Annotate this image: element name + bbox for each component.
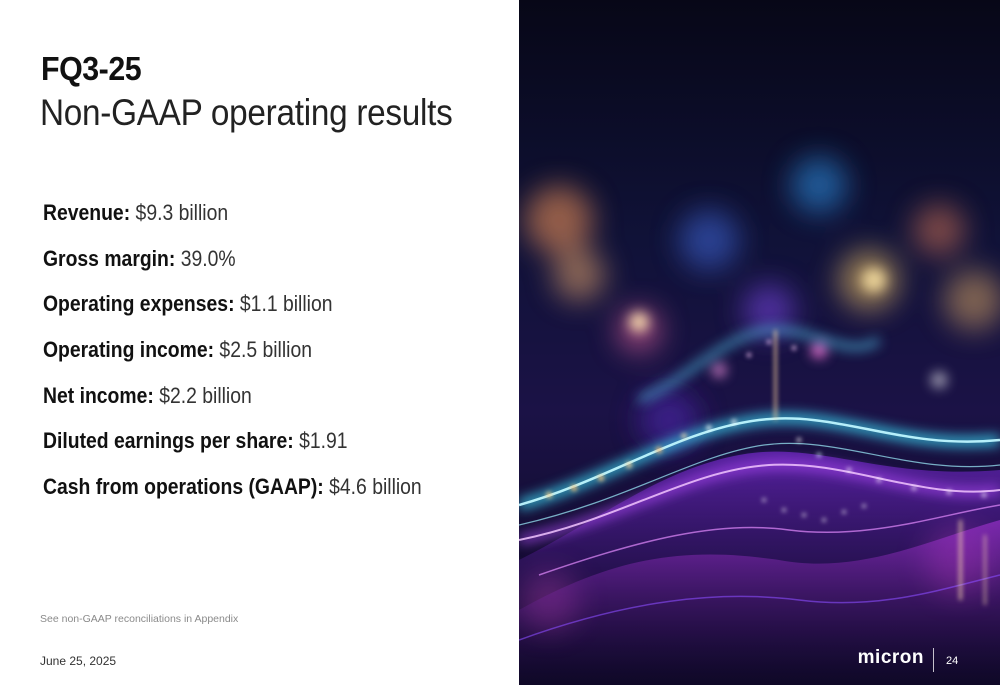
metric-revenue: Revenue: $9.3 billion: [43, 200, 422, 246]
metric-value: $1.91: [299, 428, 348, 454]
metric-value: $4.6 billion: [329, 474, 422, 500]
footnote: See non-GAAP reconciliations in Appendix: [40, 613, 239, 625]
metric-operating-expenses: Operating expenses: $1.1 billion: [43, 291, 422, 337]
metric-label: Revenue:: [43, 200, 131, 225]
slide-title-subtitle: Non-GAAP operating results: [40, 92, 453, 133]
metric-operating-income: Operating income: $2.5 billion: [43, 337, 422, 383]
metric-label: Operating expenses:: [43, 291, 235, 317]
metric-label: Diluted earnings per share:: [43, 428, 294, 454]
micron-logo: micron: [857, 647, 924, 668]
metrics-list: Revenue: $9.3 billion Gross margin: 39.0…: [43, 200, 473, 520]
metric-label: Net income:: [43, 382, 154, 408]
metric-value: 39.0%: [180, 245, 236, 271]
metric-cash-from-operations: Cash from operations (GAAP): $4.6 billio…: [43, 474, 422, 520]
metric-net-income: Net income: $2.2 billion: [43, 383, 422, 429]
metric-value: $1.1 billion: [239, 291, 333, 317]
slide-title-quarter: FQ3-25: [41, 50, 142, 87]
abstract-light-waves-image: [519, 0, 1000, 685]
metric-label: Operating income:: [43, 337, 215, 363]
slide-date: June 25, 2025: [40, 654, 117, 668]
logo-divider: [933, 648, 934, 672]
content-panel: FQ3-25 Non-GAAP operating results Revenu…: [40, 50, 473, 668]
metric-value: $2.2 billion: [159, 382, 252, 408]
page-number: 24: [946, 655, 959, 667]
metric-value: $2.5 billion: [219, 337, 312, 363]
metric-diluted-eps: Diluted earnings per share: $1.91: [43, 428, 422, 474]
metric-value: $9.3 billion: [135, 200, 229, 225]
metric-label: Cash from operations (GAAP):: [43, 474, 324, 500]
metric-gross-margin: Gross margin: 39.0%: [43, 246, 422, 292]
metric-label: Gross margin:: [43, 245, 176, 271]
decorative-image: [519, 0, 1000, 685]
